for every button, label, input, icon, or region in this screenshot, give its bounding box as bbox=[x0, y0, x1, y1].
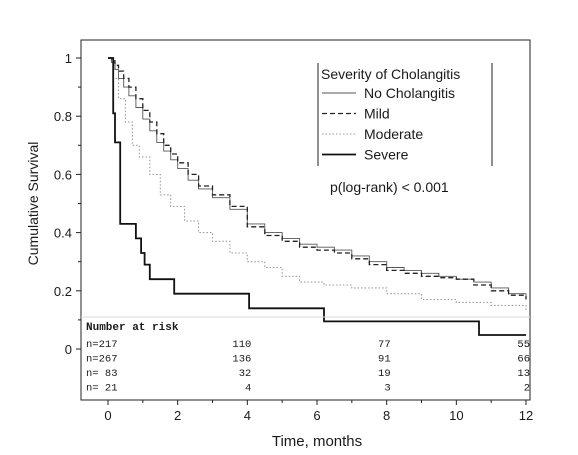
risk-cell: 19 bbox=[378, 368, 391, 380]
risk-cell: 3 bbox=[384, 383, 390, 395]
legend-label: Moderate bbox=[364, 126, 423, 142]
x-axis-label: Time, months bbox=[272, 433, 362, 450]
p-value-annotation: p(log-rank) < 0.001 bbox=[330, 179, 449, 195]
legend-label: No Cholangitis bbox=[364, 85, 455, 101]
risk-row-label: n=267 bbox=[86, 354, 118, 366]
risk-cell: 77 bbox=[378, 339, 391, 351]
risk-cell: 13 bbox=[517, 368, 530, 380]
chart-axes: 0 2 4 6 8 10 12 0 0.2 0.4 0.6 0.8 1 Time, months Cumul… bbox=[25, 39, 533, 450]
risk-cell: 4 bbox=[245, 383, 251, 395]
risk-cell: 32 bbox=[239, 368, 252, 380]
x-tick-label: 2 bbox=[174, 408, 181, 423]
chart-legend: Severity of Cholangitis No Cholangitis Mil… bbox=[317, 63, 493, 166]
risk-cell: 55 bbox=[517, 339, 530, 351]
x-tick-label: 10 bbox=[449, 408, 463, 423]
y-tick-label: 1 bbox=[65, 51, 72, 66]
x-tick-label: 6 bbox=[313, 408, 320, 423]
series-line-moderate bbox=[108, 57, 527, 312]
y-tick-label: 0.6 bbox=[54, 167, 72, 182]
y-tick-label: 0.8 bbox=[54, 109, 72, 124]
risk-cell: 91 bbox=[378, 354, 391, 366]
y-tick-label: 0 bbox=[65, 342, 72, 357]
risk-row-label: n=217 bbox=[86, 339, 118, 351]
y-tick-label: 0.4 bbox=[54, 226, 72, 241]
x-tick-label: 4 bbox=[244, 408, 251, 423]
risk-table: Number at riskn=217110775537n=2671369166… bbox=[81, 316, 530, 395]
chart-series bbox=[108, 57, 527, 336]
legend-label: Severe bbox=[364, 147, 409, 163]
risk-cell: 2 bbox=[524, 383, 530, 395]
x-tick-label: 12 bbox=[519, 408, 533, 423]
risk-cell: 66 bbox=[517, 354, 530, 366]
series-line-mild bbox=[108, 57, 527, 300]
series-line-severe bbox=[108, 57, 526, 336]
y-tick-label: 0.2 bbox=[54, 284, 72, 299]
risk-cell: 136 bbox=[232, 354, 251, 366]
plot-frame bbox=[80, 39, 531, 401]
legend-title: Severity of Cholangitis bbox=[321, 66, 460, 82]
x-tick-label: 8 bbox=[383, 408, 390, 423]
y-axis-label: Cumulative Survival bbox=[25, 142, 41, 266]
risk-row-label: n= 83 bbox=[86, 368, 118, 380]
risk-table-title: Number at risk bbox=[86, 322, 179, 334]
x-tick-label: 0 bbox=[104, 408, 111, 423]
legend-label: Mild bbox=[364, 106, 390, 122]
risk-row-label: n= 21 bbox=[86, 383, 118, 395]
risk-cell: 110 bbox=[232, 339, 251, 351]
